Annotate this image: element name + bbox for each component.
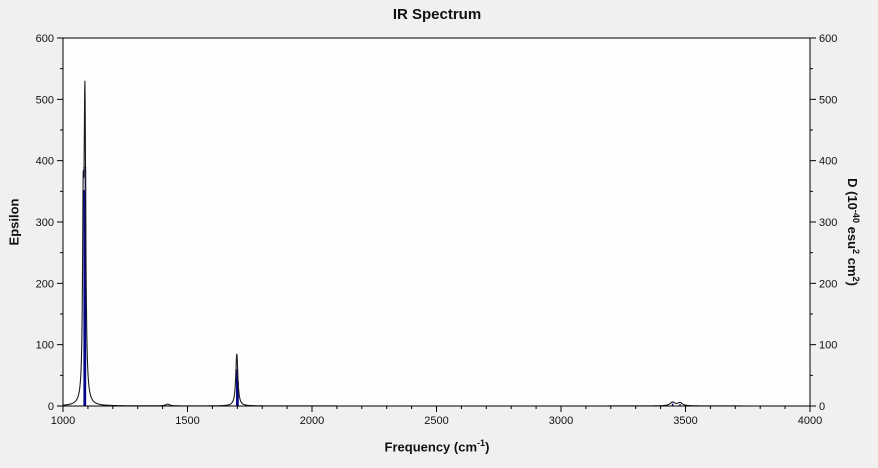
y-right-tick-label: 0: [819, 401, 825, 413]
y-left-tick-label: 400: [36, 156, 54, 168]
y-axis-label-left: Epsilon: [7, 199, 22, 246]
y-right-tick-label: 600: [819, 33, 837, 45]
chart-title: IR Spectrum: [392, 6, 482, 23]
label-text: ): [844, 281, 860, 286]
label-text: ): [485, 439, 490, 455]
x-tick-label: 2000: [300, 415, 324, 427]
y-left-tick-label: 100: [36, 340, 54, 352]
y-left-tick-label: 300: [36, 217, 54, 229]
y-left-tick-label: 600: [36, 33, 54, 45]
x-tick-label: 1500: [175, 415, 199, 427]
x-tick-label: 3500: [673, 415, 697, 427]
label-superscript: -40: [851, 209, 862, 224]
y-right-tick-label: 200: [819, 278, 837, 290]
label-text: Frequency (cm: [384, 439, 478, 455]
y-axis-label-right: D (10-40 esu2 cm2): [845, 178, 861, 286]
plot-background: [63, 38, 810, 406]
y-left-tick-label: 500: [36, 94, 54, 106]
x-tick-label: 3000: [549, 415, 573, 427]
label-text: cm: [844, 254, 860, 277]
x-tick-label: 4000: [798, 415, 822, 427]
label-superscript: -1: [477, 438, 486, 448]
label-text: esu: [844, 223, 860, 250]
y-right-tick-label: 300: [819, 217, 837, 229]
x-axis-label: Frequency (cm-1): [385, 438, 490, 454]
label-text: Epsilon: [6, 198, 22, 246]
plot-border: [62, 37, 811, 407]
y-right-tick-label: 500: [819, 94, 837, 106]
x-tick-label: 1000: [51, 415, 75, 427]
y-left-tick-label: 0: [48, 401, 54, 413]
y-right-tick-label: 100: [819, 340, 837, 352]
x-tick-label: 2500: [424, 415, 448, 427]
y-left-tick-label: 200: [36, 278, 54, 290]
label-text: D (10: [844, 178, 860, 210]
y-right-tick-label: 400: [819, 156, 837, 168]
